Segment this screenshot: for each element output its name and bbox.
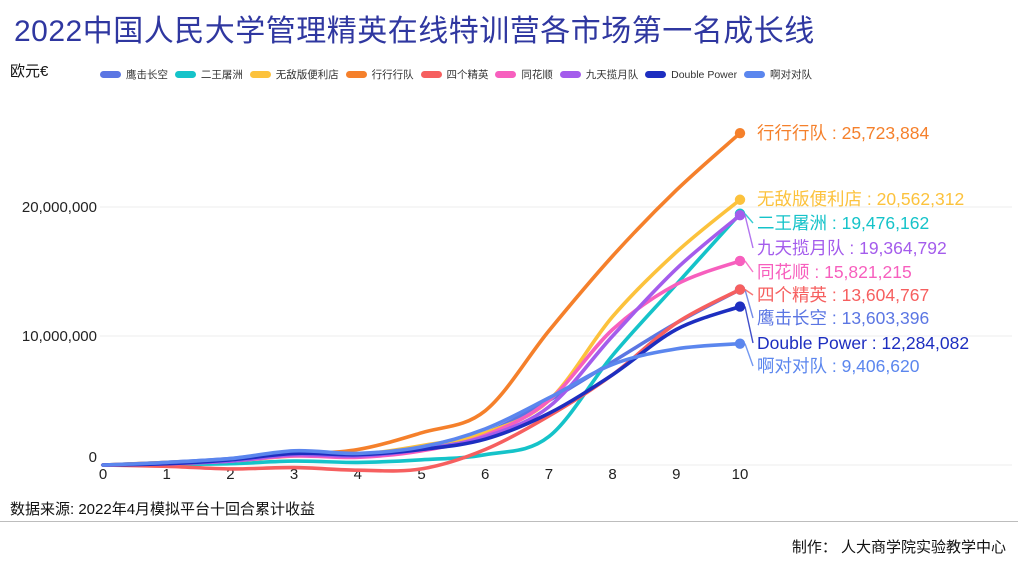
series-endpoint-2[interactable]	[734, 194, 746, 205]
x-tick-label-3: 3	[290, 466, 298, 483]
x-tick-label-2: 2	[226, 466, 234, 483]
series-end-label-0: 鹰击长空 : 13,603,396	[757, 308, 929, 328]
series-line-2[interactable]	[101, 197, 742, 467]
legend-swatch-icon	[345, 71, 367, 78]
series-endpoint-7[interactable]	[734, 301, 746, 312]
legend-swatch-icon	[495, 71, 517, 78]
x-tick-label-0: 0	[99, 466, 107, 483]
legend-item-5[interactable]: 同花顺	[495, 67, 553, 82]
legend-swatch-icon	[249, 71, 271, 78]
series-endpoint-3[interactable]	[734, 127, 746, 139]
legend-item-8[interactable]: 啊对对队	[743, 67, 812, 82]
legend-item-4[interactable]: 四个精英	[420, 67, 489, 82]
x-tick-label-1: 1	[163, 466, 171, 483]
series-endpoint-6[interactable]	[734, 209, 746, 221]
series-label-leader-0	[744, 289, 754, 319]
series-end-label-4: 四个精英 : 13,604,767	[757, 285, 929, 305]
series-label-leader-1	[744, 213, 754, 224]
legend-swatch-icon	[174, 71, 196, 78]
source-note: 数据来源: 2022年4月模拟平台十回合累计收益	[10, 501, 316, 518]
series-end-label-8: 啊对对队 : 9,406,620	[757, 356, 920, 376]
page-title: 2022中国人民大学管理精英在线特训营各市场第一名成长线	[14, 15, 815, 48]
legend-item-7[interactable]: Double Power	[645, 69, 737, 81]
x-tick-label-9: 9	[672, 466, 680, 483]
series-endpoint-4[interactable]	[734, 284, 746, 295]
legend-label: 行行行队	[371, 69, 414, 81]
x-tick-label-10: 10	[732, 466, 749, 483]
series-end-label-6: 九天揽月队 : 19,364,792	[757, 238, 947, 258]
series-label-leader-4	[744, 288, 754, 296]
legend-item-6[interactable]: 九天揽月队	[559, 67, 639, 82]
legend-swatch-icon	[743, 71, 765, 78]
series-end-label-2: 无敌版便利店 : 20,562,312	[757, 189, 964, 209]
legend-label: Double Power	[671, 68, 738, 81]
credit-note: 制作： 人大商学院实验教学中心	[791, 539, 1006, 556]
series-end-label-7: Double Power : 12,284,082	[757, 333, 969, 353]
y-tick-label-2: 20,000,000	[22, 199, 97, 216]
legend-swatch-icon	[645, 71, 667, 78]
legend-item-3[interactable]: 行行行队	[345, 67, 414, 82]
legend-label: 九天揽月队	[585, 69, 639, 81]
legend-swatch-icon	[100, 71, 121, 78]
legend-label: 啊对对队	[769, 69, 812, 81]
series-endpoint-8[interactable]	[734, 338, 746, 349]
series-end-label-5: 同花顺 : 15,821,215	[757, 262, 912, 282]
y-tick-label-0: 0	[89, 449, 97, 466]
y-tick-label-1: 10,000,000	[22, 328, 97, 345]
series-label-leader-7	[744, 306, 754, 344]
legend-label: 二王屠洲	[200, 69, 243, 81]
x-tick-label-4: 4	[354, 466, 362, 483]
series-label-leader-8	[744, 343, 754, 367]
x-tick-label-8: 8	[608, 466, 616, 483]
x-tick-label-5: 5	[417, 466, 425, 483]
legend-label: 鹰击长空	[126, 69, 168, 81]
legend: 鹰击长空 二王屠洲 无敌版便利店 行行行队 四个精英 同花顺 九天揽月队 Double Pow…	[100, 67, 812, 82]
series-line-1[interactable]	[101, 212, 742, 467]
legend-swatch-icon	[559, 71, 581, 78]
legend-item-1[interactable]: 二王屠洲	[174, 67, 243, 82]
legend-swatch-icon	[420, 71, 442, 78]
series-label-leader-5	[744, 260, 754, 273]
x-tick-label-7: 7	[545, 466, 553, 483]
series-endpoint-5[interactable]	[734, 255, 746, 267]
series-line-0[interactable]	[101, 287, 742, 467]
legend-item-0[interactable]: 鹰击长空	[100, 67, 168, 82]
y-axis-unit-label: 欧元€	[10, 63, 49, 80]
legend-label: 四个精英	[446, 69, 489, 81]
series-end-label-1: 二王屠洲 : 19,476,162	[757, 213, 929, 233]
series-line-7[interactable]	[101, 304, 742, 467]
legend-item-2[interactable]: 无敌版便利店	[249, 67, 339, 82]
legend-label: 无敌版便利店	[275, 69, 339, 81]
footer-divider	[0, 521, 1018, 522]
series-line-8[interactable]	[101, 341, 742, 467]
series-end-label-3: 行行行队 : 25,723,884	[757, 123, 929, 143]
legend-label: 同花顺	[521, 69, 553, 81]
series-label-leader-6	[744, 215, 754, 249]
x-tick-label-6: 6	[481, 466, 489, 483]
